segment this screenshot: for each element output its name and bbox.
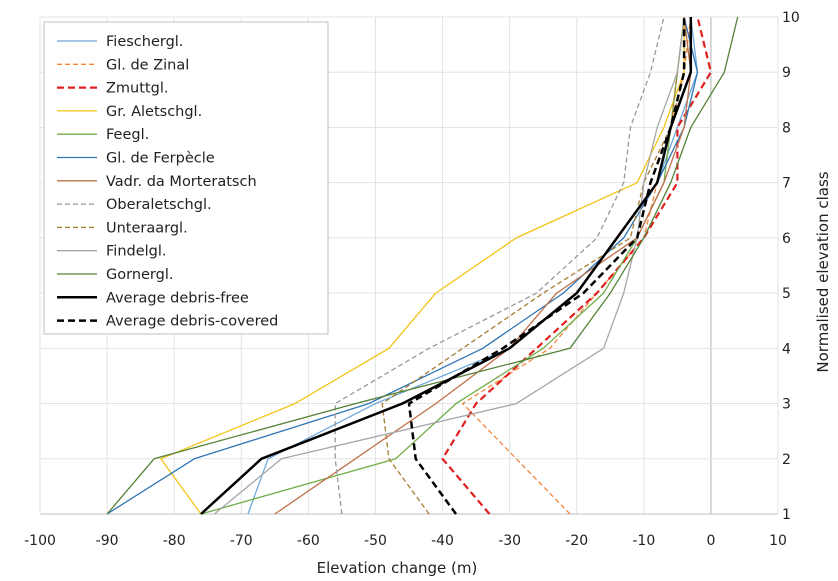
legend-label-1: Gl. de Zinal	[106, 57, 189, 73]
x-tick-label: -30	[498, 533, 521, 549]
x-tick-label: -90	[96, 533, 119, 549]
grid	[39, 16, 779, 515]
x-tick-label: -40	[431, 533, 454, 549]
series-line-2	[441, 16, 713, 515]
legend-label-3: Gr. Aletschgl.	[106, 104, 202, 120]
x-tick-label: 0	[706, 533, 715, 549]
legend-label-2: Zmuttgl.	[106, 81, 168, 97]
legend-box	[43, 21, 329, 335]
legend-label-0: Fieschergl.	[106, 34, 183, 50]
legend-label-11: Average debris-free	[106, 290, 249, 306]
y-axis-title: Normalised elevation class	[814, 171, 832, 372]
y-tick-labels: 1 2 3 4 5 6 7 8 9 10	[782, 10, 800, 523]
x-tick-label: -50	[364, 533, 387, 549]
x-tick-label: -70	[230, 533, 253, 549]
series-line-12	[407, 17, 686, 515]
x-tick-label: -80	[163, 533, 186, 549]
y-tick-label: 4	[782, 341, 791, 357]
y-tick-label: 5	[782, 286, 791, 302]
x-tick-label: -60	[297, 533, 320, 549]
series-line-11	[200, 17, 693, 515]
series-line-10	[106, 16, 739, 515]
series-line-6	[274, 16, 692, 515]
y-tick-label: 1	[782, 507, 791, 523]
series-layer	[106, 16, 739, 515]
x-tick-labels: -100 -90 -80 -70 -60 -50 -40 -30 -20 -10 0 10	[24, 533, 787, 549]
y-tick-label: 9	[782, 65, 791, 81]
x-tick-label: -100	[24, 533, 56, 549]
legend-label-9: Findelgl.	[106, 244, 167, 260]
y-tick-label: 2	[782, 452, 791, 468]
y-tick-label: 10	[782, 10, 800, 26]
series-line-9	[213, 16, 685, 515]
series-line-8	[381, 16, 685, 515]
legend: Fieschergl. Gl. de Zinal Zmuttgl. Gr. Alets…	[43, 21, 329, 335]
y-tick-label: 6	[782, 231, 791, 247]
legend-label-5: Gl. de Ferpècle	[106, 151, 215, 167]
legend-label-4: Feegl.	[106, 127, 149, 143]
legend-label-10: Gornergl.	[106, 267, 173, 283]
x-tick-label: -10	[632, 533, 655, 549]
y-tick-label: 8	[782, 120, 791, 136]
series-line-5	[106, 16, 699, 515]
y-tick-label: 7	[782, 176, 791, 192]
legend-label-7: Oberaletschgl.	[106, 197, 212, 213]
legend-label-8: Unteraargl.	[106, 220, 188, 236]
y-tick-label: 3	[782, 397, 791, 413]
legend-label-6: Vadr. da Morteratsch	[106, 174, 257, 190]
legend-label-12: Average debris-covered	[106, 314, 278, 330]
x-tick-label: -20	[565, 533, 588, 549]
x-axis-title: Elevation change (m)	[317, 559, 478, 577]
x-tick-label: 10	[769, 533, 787, 549]
